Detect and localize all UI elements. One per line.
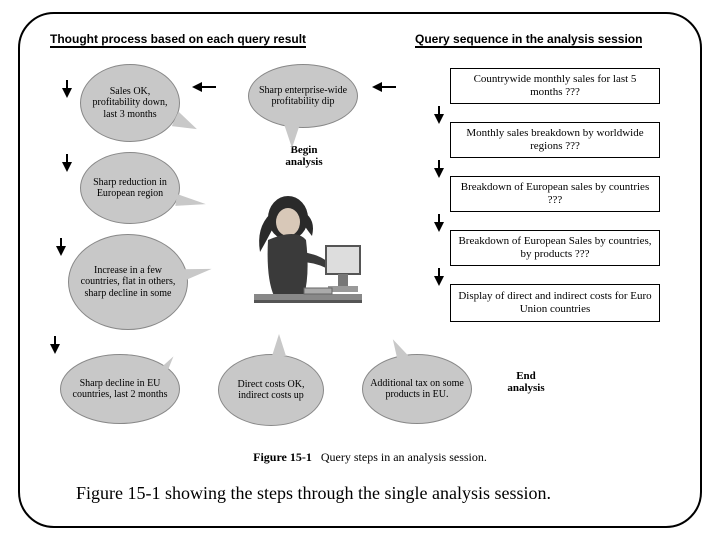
begin-label: Begin analysis — [274, 144, 334, 168]
caption-rest: Query steps in an analysis session. — [321, 450, 487, 464]
bubble-direct-costs: Direct costs OK, indirect costs up — [218, 354, 324, 426]
bubble-euro-reduction: Sharp reduction in European region — [80, 152, 180, 224]
arrow-left-icon — [192, 82, 202, 92]
arrow-down-icon — [62, 88, 72, 98]
arrow-down-icon — [434, 276, 444, 286]
query-box-2: Monthly sales breakdown by worldwide reg… — [450, 122, 660, 158]
bubble-text: Sharp enterprise-wide profitability dip — [255, 85, 351, 108]
query-text: Breakdown of European Sales by countries… — [457, 235, 653, 261]
query-text: Monthly sales breakdown by worldwide reg… — [457, 127, 653, 153]
arrow-down-icon — [50, 344, 60, 354]
bubble-tax: Additional tax on some products in EU. — [362, 354, 472, 424]
bubble-tail — [284, 124, 300, 148]
left-heading: Thought process based on each query resu… — [50, 32, 306, 48]
end-label: End analysis — [498, 370, 554, 394]
arrow-down-icon — [434, 168, 444, 178]
bubble-tail — [181, 263, 213, 281]
query-box-3: Breakdown of European sales by countries… — [450, 176, 660, 212]
query-box-1: Countrywide monthly sales for last 5 mon… — [450, 68, 660, 104]
bubble-text: Additional tax on some products in EU. — [369, 378, 465, 401]
arrow-down-icon — [56, 246, 66, 256]
bubble-text: Increase in a few countries, flat in oth… — [75, 265, 181, 300]
bubble-text: Sharp reduction in European region — [87, 177, 173, 200]
arrow-down-icon — [434, 114, 444, 124]
query-box-5: Display of direct and indirect costs for… — [450, 284, 660, 322]
bubble-countries-mix: Increase in a few countries, flat in oth… — [68, 234, 188, 330]
bubble-sales-ok: Sales OK, profitability down, last 3 mon… — [80, 64, 180, 142]
bubble-text: Sales OK, profitability down, last 3 mon… — [87, 86, 173, 121]
bubble-tail — [175, 194, 206, 210]
analyst-illustration — [226, 178, 376, 328]
right-heading: Query sequence in the analysis session — [415, 32, 642, 48]
bubble-tail — [272, 334, 286, 356]
caption-bold: Figure 15-1 — [253, 450, 312, 464]
query-text: Countrywide monthly sales for last 5 mon… — [457, 73, 653, 99]
bubble-text: Sharp decline in EU countries, last 2 mo… — [67, 378, 173, 401]
query-text: Display of direct and indirect costs for… — [457, 290, 653, 316]
figure-caption: Figure 15-1 Query steps in an analysis s… — [190, 450, 550, 465]
bubble-sharp-dip: Sharp enterprise-wide profitability dip — [248, 64, 358, 128]
bubble-text: Direct costs OK, indirect costs up — [225, 379, 317, 402]
arrow-left-icon — [372, 82, 382, 92]
query-text: Breakdown of European sales by countries… — [457, 181, 653, 207]
query-box-4: Breakdown of European Sales by countries… — [450, 230, 660, 266]
body-text: Figure 15-1 showing the steps through th… — [76, 482, 636, 505]
rounded-frame: Thought process based on each query resu… — [18, 12, 702, 528]
bubble-tail — [172, 112, 201, 137]
arrow-down-icon — [62, 162, 72, 172]
arrow-down-icon — [434, 222, 444, 232]
